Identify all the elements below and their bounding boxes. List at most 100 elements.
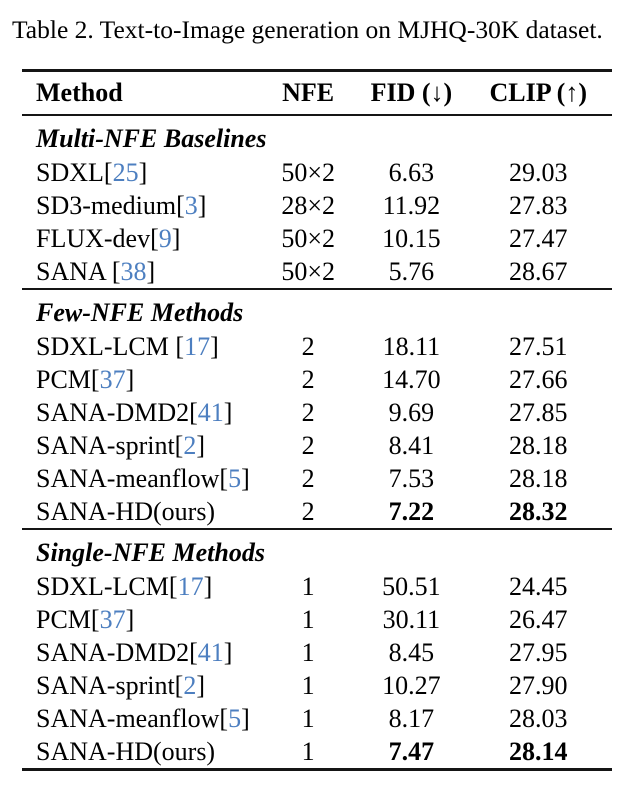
section-header-few-nfe: Few-NFE Methods xyxy=(22,288,612,331)
clip-cell: 28.03 xyxy=(508,703,568,733)
fid-cell: 7.47 xyxy=(388,736,435,766)
bracket-close: ] xyxy=(241,703,250,733)
table-header: Method NFE FID (↓) CLIP (↑) xyxy=(22,70,612,117)
nfe-cell: 1 xyxy=(301,670,315,700)
method-name: FLUX-dev[ xyxy=(36,223,159,253)
table-row: SANA-DMD2[41] 1 8.45 27.95 xyxy=(22,636,612,669)
table-row: SANA-sprint[2] 1 10.27 27.90 xyxy=(22,669,612,702)
nfe-cell: 50×2 xyxy=(281,223,335,253)
fid-cell: 8.17 xyxy=(388,703,435,733)
table-row: FLUX-dev[9] 50×2 10.15 27.47 xyxy=(22,222,612,255)
method-name: PCM[ xyxy=(36,364,100,394)
table-row: SANA-DMD2[41] 2 9.69 27.85 xyxy=(22,396,612,429)
col-header-fid: FID (↓) xyxy=(358,70,465,117)
bracket-close: ] xyxy=(125,604,135,634)
fid-cell: 9.69 xyxy=(388,397,435,427)
clip-cell: 27.95 xyxy=(508,637,568,667)
table-row: SANA-meanflow[5] 2 7.53 28.18 xyxy=(22,462,612,495)
bracket-close: ] xyxy=(196,430,206,460)
method-cell: SANA-DMD2[41] xyxy=(22,636,258,669)
col-header-nfe: NFE xyxy=(258,70,359,117)
citation-link[interactable]: 37 xyxy=(99,364,126,394)
section-title-text: Single-NFE Methods xyxy=(22,528,612,571)
bracket-close: ] xyxy=(146,256,156,286)
method-name: SDXL-LCM [ xyxy=(36,331,185,361)
nfe-cell: 2 xyxy=(301,463,315,493)
method-cell: SANA-HD(ours) xyxy=(22,495,258,529)
method-name: SANA-HD(ours) xyxy=(36,496,216,526)
citation-link[interactable]: 17 xyxy=(184,331,211,361)
nfe-cell: 1 xyxy=(301,703,315,733)
nfe-cell: 1 xyxy=(301,736,315,766)
bracket-close: ] xyxy=(223,397,233,427)
clip-cell: 27.83 xyxy=(508,190,568,220)
method-cell: SANA-meanflow[5] xyxy=(22,462,258,495)
bracket-close: ] xyxy=(138,157,148,187)
section-header-single-nfe: Single-NFE Methods xyxy=(22,528,612,571)
section-title-text: Few-NFE Methods xyxy=(22,288,612,331)
nfe-cell: 1 xyxy=(301,637,315,667)
col-header-method: Method xyxy=(22,70,258,117)
method-name: PCM[ xyxy=(36,604,100,634)
fid-cell: 8.45 xyxy=(388,637,435,667)
method-cell: SDXL-LCM[17] xyxy=(22,570,258,603)
citation-link[interactable]: 17 xyxy=(177,571,204,601)
fid-cell: 7.53 xyxy=(388,463,435,493)
citation-link[interactable]: 41 xyxy=(197,397,224,427)
citation-link[interactable]: 9 xyxy=(158,223,172,253)
clip-cell: 26.47 xyxy=(508,604,568,634)
nfe-cell: 2 xyxy=(301,496,315,526)
table-row-ours: SANA-HD(ours) 1 7.47 28.14 xyxy=(22,735,612,770)
method-cell: SDXL-LCM [17] xyxy=(22,330,258,363)
method-cell: FLUX-dev[9] xyxy=(22,222,258,255)
citation-link[interactable]: 37 xyxy=(99,604,126,634)
method-cell: SANA-sprint[2] xyxy=(22,429,258,462)
nfe-cell: 2 xyxy=(301,397,315,427)
fid-cell: 14.70 xyxy=(382,364,441,394)
citation-link[interactable]: 2 xyxy=(183,430,197,460)
citation-link[interactable]: 38 xyxy=(120,256,147,286)
citation-link[interactable]: 2 xyxy=(183,670,197,700)
citation-link[interactable]: 41 xyxy=(197,637,224,667)
nfe-cell: 2 xyxy=(301,364,315,394)
clip-cell: 28.18 xyxy=(508,430,568,460)
clip-cell: 29.03 xyxy=(508,157,568,187)
method-name: SANA-DMD2[ xyxy=(36,397,198,427)
clip-cell: 24.45 xyxy=(508,571,568,601)
method-name: SANA-sprint[ xyxy=(36,670,184,700)
clip-cell: 27.47 xyxy=(508,223,568,253)
nfe-cell: 28×2 xyxy=(281,190,335,220)
table-row: SDXL[25] 50×2 6.63 29.03 xyxy=(22,156,612,189)
fid-cell: 5.76 xyxy=(388,256,435,286)
clip-cell: 28.18 xyxy=(508,463,568,493)
table-row: SDXL-LCM [17] 2 18.11 27.51 xyxy=(22,330,612,363)
citation-link[interactable]: 25 xyxy=(112,157,139,187)
clip-cell: 27.66 xyxy=(508,364,568,394)
table-caption: Table 2. Text-to-Image generation on MJH… xyxy=(12,15,603,44)
citation-link[interactable]: 3 xyxy=(184,190,198,220)
results-table: Method NFE FID (↓) CLIP (↑) Multi-NFE Ba… xyxy=(22,69,612,772)
fid-cell: 11.92 xyxy=(382,190,441,220)
header-row: Method NFE FID (↓) CLIP (↑) xyxy=(22,70,612,117)
bracket-close: ] xyxy=(241,463,250,493)
method-cell: PCM[37] xyxy=(22,603,258,636)
method-cell: SD3-medium[3] xyxy=(22,189,258,222)
nfe-cell: 50×2 xyxy=(281,157,335,187)
nfe-cell: 50×2 xyxy=(281,256,335,286)
citation-link[interactable]: 5 xyxy=(228,703,242,733)
method-cell: SANA [38] xyxy=(22,255,258,289)
table-row: SANA-meanflow[5] 1 8.17 28.03 xyxy=(22,702,612,735)
method-name: SANA [ xyxy=(36,256,121,286)
fid-cell: 18.11 xyxy=(382,331,441,361)
section-title-text: Multi-NFE Baselines xyxy=(36,124,267,154)
fid-cell: 7.22 xyxy=(388,496,435,526)
col-header-clip: CLIP (↑) xyxy=(464,70,612,117)
table-row: SDXL-LCM[17] 1 50.51 24.45 xyxy=(22,570,612,603)
method-cell: SANA-meanflow[5] xyxy=(22,702,258,735)
fid-cell: 6.63 xyxy=(388,157,435,187)
citation-link[interactable]: 5 xyxy=(228,463,242,493)
method-name: SD3-medium[ xyxy=(36,190,185,220)
table-row: SANA-sprint[2] 2 8.41 28.18 xyxy=(22,429,612,462)
fid-cell: 50.51 xyxy=(382,571,441,601)
